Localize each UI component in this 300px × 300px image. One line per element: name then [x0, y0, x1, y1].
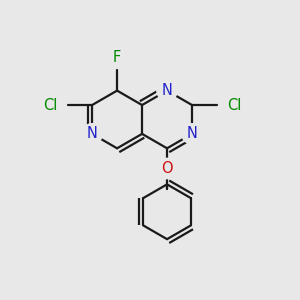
Text: N: N [87, 126, 98, 141]
Text: N: N [162, 83, 172, 98]
Text: N: N [187, 126, 197, 141]
Circle shape [157, 158, 177, 179]
Circle shape [222, 93, 246, 117]
Circle shape [157, 80, 177, 101]
Circle shape [38, 93, 62, 117]
Text: O: O [161, 161, 173, 176]
Circle shape [182, 124, 202, 144]
Circle shape [82, 124, 102, 144]
Text: F: F [113, 50, 121, 65]
Text: Cl: Cl [43, 98, 58, 112]
Text: Cl: Cl [227, 98, 241, 112]
Circle shape [108, 49, 126, 66]
